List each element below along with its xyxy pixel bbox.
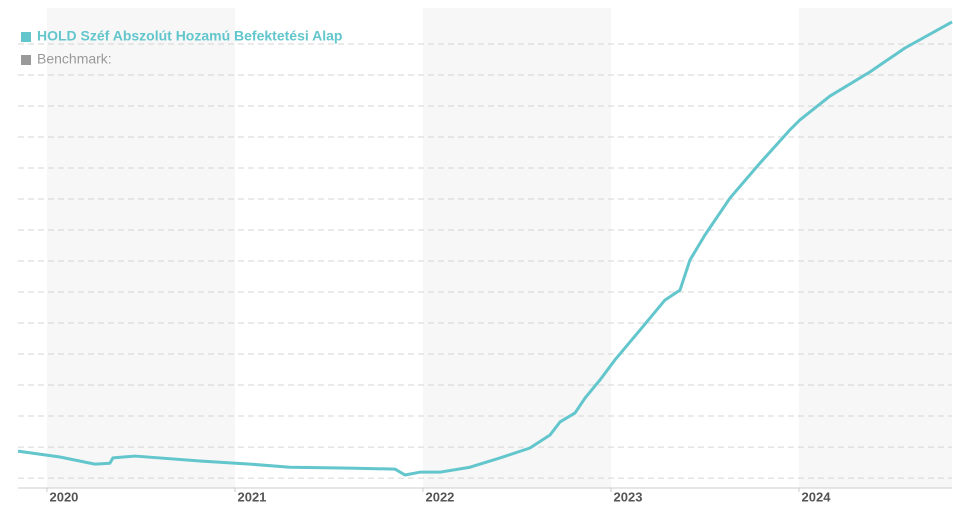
x-tick-label: 2022 [425,489,454,504]
legend-label: Benchmark: [37,51,112,67]
year-band [46,8,235,488]
legend-label: HOLD Széf Abszolút Hozamú Befektetési Al… [37,28,342,44]
year-band [798,8,952,488]
legend-swatch [21,55,31,65]
x-tick-label: 2021 [237,489,266,504]
legend-swatch [21,32,31,42]
x-tick-label: 2024 [802,489,832,504]
x-tick-label: 2020 [49,489,78,504]
x-tick-label: 2023 [614,489,643,504]
series-line [17,20,953,477]
